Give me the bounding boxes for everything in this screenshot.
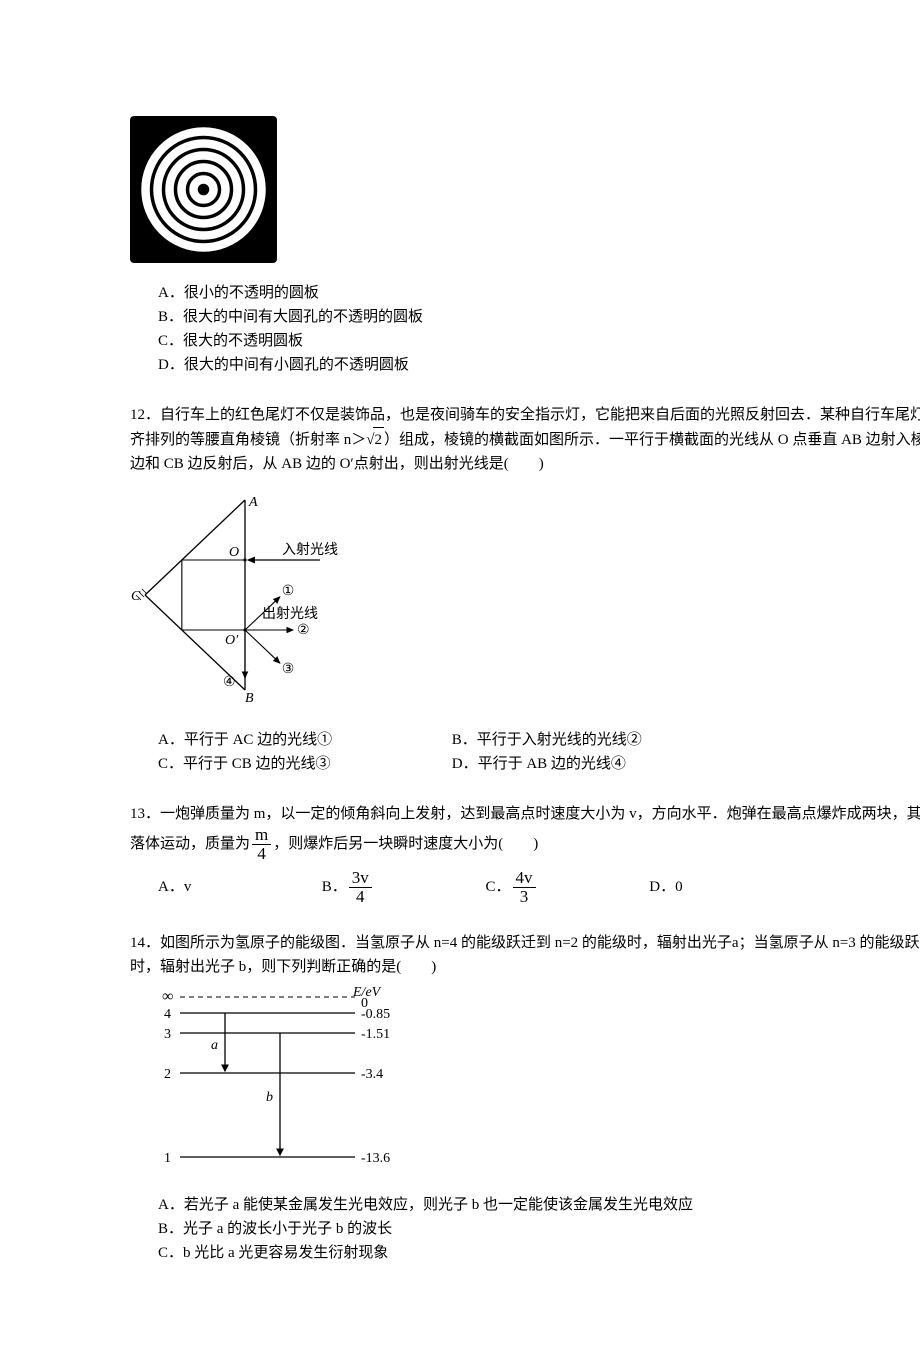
svg-text:a: a xyxy=(211,1038,218,1053)
q13-opt-d: D．0 xyxy=(649,875,809,899)
opt-label: D． xyxy=(649,879,675,895)
q14-options: A．若光子 a 能使某金属发生光电效应，则光子 b 也一定能使该金属发生光电效应… xyxy=(130,1193,920,1265)
svg-text:-1.51: -1.51 xyxy=(361,1027,390,1042)
svg-text:2: 2 xyxy=(164,1067,171,1082)
opt-frac: 3v4 xyxy=(349,869,372,906)
svg-text:∞: ∞ xyxy=(162,988,173,1005)
q13-options: A．v B．3v4 C．4v3 D．0 xyxy=(158,869,920,906)
svg-text:④: ④ xyxy=(223,675,236,690)
svg-text:4: 4 xyxy=(164,1007,171,1022)
svg-text:1: 1 xyxy=(164,1151,171,1166)
q12-opt-b: B．平行于入射光线的光线② xyxy=(452,728,742,752)
svg-text:①: ① xyxy=(282,584,295,599)
opt-label: C． xyxy=(486,878,511,894)
svg-text:③: ③ xyxy=(282,662,295,677)
q14-opt-b: B．光子 a 的波长小于光子 b 的波长 xyxy=(158,1217,920,1241)
opt-text: 0 xyxy=(675,879,683,895)
q12-figure: ① ② ③ ④ A B C O O′ 入射光线出射光线 xyxy=(130,490,920,718)
frac-den: 4 xyxy=(252,845,271,863)
svg-text:C: C xyxy=(131,589,141,604)
q11-opt-a: A．很小的不透明的圆板 xyxy=(158,281,920,305)
q14-figure: E/eV∞04-0.853-1.512-3.41-13.6ab xyxy=(130,985,920,1183)
svg-text:3: 3 xyxy=(164,1027,171,1042)
opt-frac: 4v3 xyxy=(513,869,536,906)
svg-text:O: O xyxy=(229,545,239,560)
q14-stem: 14．如图所示为氢原子的能级图．当氢原子从 n=4 的能级跃迁到 n=2 的能级… xyxy=(130,931,920,979)
svg-text:-0.85: -0.85 xyxy=(361,1007,390,1022)
q13-opt-a: A．v xyxy=(158,875,318,899)
q13-frac-mid: m4 xyxy=(252,826,271,863)
q12-opt-d: D．平行于 AB 边的光线④ xyxy=(452,752,742,776)
svg-text:A: A xyxy=(248,495,258,510)
svg-text:②: ② xyxy=(297,623,310,638)
frac-den: 4 xyxy=(349,888,372,906)
question-13: 13．一炮弹质量为 m，以一定的倾角斜向上发射，达到最高点时速度大小为 v，方向… xyxy=(130,802,920,905)
frac-num: 4v xyxy=(513,869,536,888)
question-11-tail: A．很小的不透明的圆板 B．很大的中间有大圆孔的不透明的圆板 C．很大的不透明圆… xyxy=(130,116,920,377)
q11-figure xyxy=(130,116,920,271)
q13-opt-b: B．3v4 xyxy=(322,869,482,906)
svg-text:出射光线: 出射光线 xyxy=(262,606,318,622)
svg-text:B: B xyxy=(245,691,254,706)
q13-stem: 13．一炮弹质量为 m，以一定的倾角斜向上发射，达到最高点时速度大小为 v，方向… xyxy=(130,802,920,863)
concentric-circles-image xyxy=(130,116,277,263)
energy-level-diagram: E/eV∞04-0.853-1.512-3.41-13.6ab xyxy=(130,985,430,1175)
frac-den: 3 xyxy=(513,888,536,906)
q12-options: A．平行于 AC 边的光线① B．平行于入射光线的光线② C．平行于 CB 边的… xyxy=(130,728,920,776)
svg-text:-3.4: -3.4 xyxy=(361,1067,383,1082)
q11-options: A．很小的不透明的圆板 B．很大的中间有大圆孔的不透明的圆板 C．很大的不透明圆… xyxy=(130,281,920,377)
q14-opt-a: A．若光子 a 能使某金属发生光电效应，则光子 b 也一定能使该金属发生光电效应 xyxy=(158,1193,920,1217)
frac-num: 3v xyxy=(349,869,372,888)
svg-text:b: b xyxy=(266,1090,273,1105)
svg-text:入射光线: 入射光线 xyxy=(282,542,338,558)
q12-stem: 12．自行车上的红色尾灯不仅是装饰品，也是夜间骑车的安全指示灯，它能把来自后面的… xyxy=(130,403,920,476)
q11-opt-d: D．很大的中间有小圆孔的不透明圆板 xyxy=(158,353,920,377)
opt-label: B． xyxy=(322,878,347,894)
q13-stem-b: ，则爆炸后另一块瞬时速度大小为( ) xyxy=(273,836,538,852)
q11-opt-c: C．很大的不透明圆板 xyxy=(158,329,920,353)
question-12: 12．自行车上的红色尾灯不仅是装饰品，也是夜间骑车的安全指示灯，它能把来自后面的… xyxy=(130,403,920,776)
q12-opt-a: A．平行于 AC 边的光线① xyxy=(158,728,448,752)
opt-label: A． xyxy=(158,879,184,895)
q14-opt-c: C．b 光比 a 光更容易发生衍射现象 xyxy=(158,1241,920,1265)
prism-diagram: ① ② ③ ④ A B C O O′ 入射光线出射光线 xyxy=(130,490,350,710)
q12-opt-c: C．平行于 CB 边的光线③ xyxy=(158,752,448,776)
frac-num: m xyxy=(252,826,271,845)
q13-opt-c: C．4v3 xyxy=(486,869,646,906)
question-14: 14．如图所示为氢原子的能级图．当氢原子从 n=4 的能级跃迁到 n=2 的能级… xyxy=(130,931,920,1265)
opt-text: v xyxy=(184,879,192,895)
svg-text:-13.6: -13.6 xyxy=(361,1151,390,1166)
q11-opt-b: B．很大的中间有大圆孔的不透明的圆板 xyxy=(158,305,920,329)
svg-text:O′: O′ xyxy=(225,633,239,648)
sqrt-radicand: 2 xyxy=(373,427,385,452)
sqrt-icon: √2 xyxy=(366,427,384,452)
